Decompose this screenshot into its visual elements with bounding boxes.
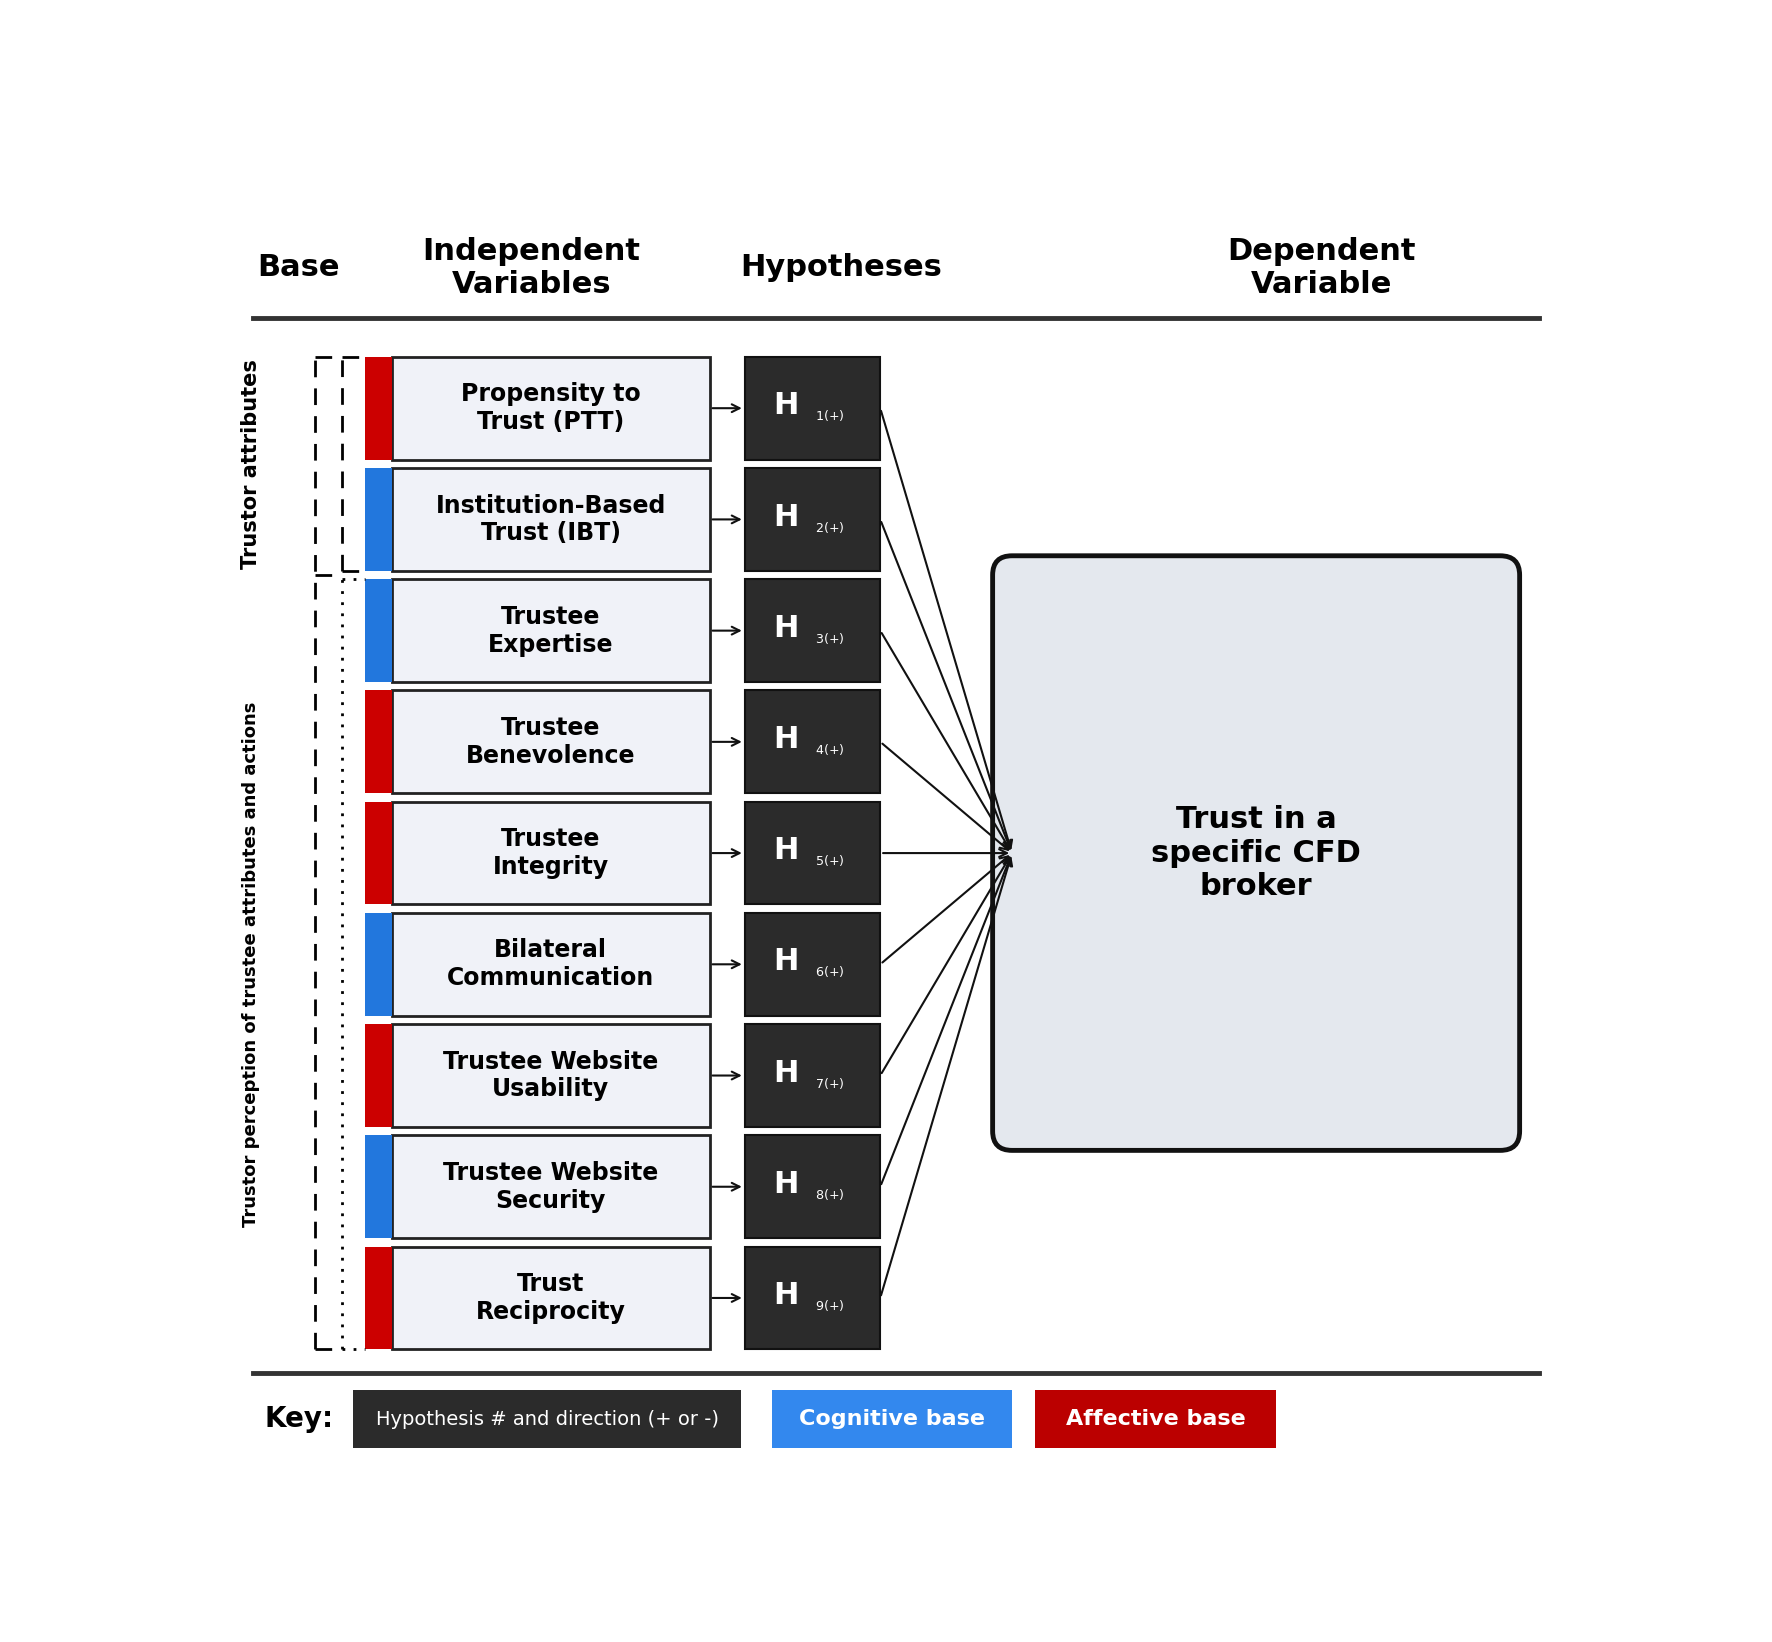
Bar bbox=[365, 356, 392, 460]
FancyBboxPatch shape bbox=[744, 801, 881, 905]
FancyBboxPatch shape bbox=[392, 691, 711, 793]
FancyBboxPatch shape bbox=[744, 580, 881, 681]
Text: Trustee
Expertise: Trustee Expertise bbox=[487, 604, 613, 657]
Text: Trust in a
specific CFD
broker: Trust in a specific CFD broker bbox=[1152, 805, 1361, 901]
Text: Trust
Reciprocity: Trust Reciprocity bbox=[477, 1273, 626, 1323]
FancyBboxPatch shape bbox=[744, 468, 881, 571]
Text: Trustee Website
Security: Trustee Website Security bbox=[443, 1161, 659, 1213]
Text: Hypothesis # and direction (+ or -): Hypothesis # and direction (+ or -) bbox=[376, 1409, 718, 1429]
Text: $_{6(+)}$: $_{6(+)}$ bbox=[815, 962, 843, 980]
Text: $\mathbf{H}$: $\mathbf{H}$ bbox=[773, 1171, 797, 1199]
Text: $\mathbf{H}$: $\mathbf{H}$ bbox=[773, 836, 797, 865]
FancyBboxPatch shape bbox=[392, 1025, 711, 1126]
Text: $\mathbf{H}$: $\mathbf{H}$ bbox=[773, 947, 797, 977]
Text: $\mathbf{H}$: $\mathbf{H}$ bbox=[773, 391, 797, 420]
Bar bbox=[365, 1246, 392, 1350]
Text: Trustor attributes: Trustor attributes bbox=[241, 360, 260, 568]
Text: Bilateral
Communication: Bilateral Communication bbox=[447, 938, 654, 990]
FancyBboxPatch shape bbox=[353, 1389, 741, 1448]
Text: $\mathbf{H}$: $\mathbf{H}$ bbox=[773, 502, 797, 532]
FancyBboxPatch shape bbox=[744, 1135, 881, 1238]
Text: Independent
Variables: Independent Variables bbox=[422, 236, 640, 299]
Text: Dependent
Variable: Dependent Variable bbox=[1228, 236, 1416, 299]
FancyBboxPatch shape bbox=[392, 468, 711, 571]
Text: Trustee
Benevolence: Trustee Benevolence bbox=[466, 716, 636, 768]
FancyBboxPatch shape bbox=[744, 691, 881, 793]
FancyBboxPatch shape bbox=[392, 580, 711, 681]
Text: $_{4(+)}$: $_{4(+)}$ bbox=[815, 739, 843, 757]
FancyBboxPatch shape bbox=[1035, 1389, 1276, 1448]
Text: Affective base: Affective base bbox=[1065, 1409, 1246, 1429]
Text: $_{3(+)}$: $_{3(+)}$ bbox=[815, 627, 843, 645]
Text: Trustor perception of trustee attributes and actions: Trustor perception of trustee attributes… bbox=[243, 701, 260, 1227]
Bar bbox=[365, 468, 392, 571]
Text: Institution-Based
Trust (IBT): Institution-Based Trust (IBT) bbox=[436, 494, 666, 545]
Text: $_{5(+)}$: $_{5(+)}$ bbox=[815, 851, 843, 869]
Text: Hypotheses: Hypotheses bbox=[741, 253, 943, 282]
Text: $_{8(+)}$: $_{8(+)}$ bbox=[815, 1184, 843, 1202]
Text: $\mathbf{H}$: $\mathbf{H}$ bbox=[773, 1281, 797, 1310]
FancyBboxPatch shape bbox=[392, 801, 711, 905]
FancyBboxPatch shape bbox=[744, 913, 881, 1016]
Bar bbox=[365, 580, 392, 681]
Text: $_{9(+)}$: $_{9(+)}$ bbox=[815, 1296, 843, 1314]
Text: $\mathbf{H}$: $\mathbf{H}$ bbox=[773, 614, 797, 642]
Text: Key:: Key: bbox=[264, 1406, 333, 1433]
Text: Base: Base bbox=[257, 253, 340, 282]
Bar bbox=[365, 1025, 392, 1126]
Bar bbox=[365, 913, 392, 1016]
Bar bbox=[365, 1135, 392, 1238]
FancyBboxPatch shape bbox=[392, 1135, 711, 1238]
Text: $_{2(+)}$: $_{2(+)}$ bbox=[815, 517, 843, 535]
Bar bbox=[365, 691, 392, 793]
FancyBboxPatch shape bbox=[392, 913, 711, 1016]
FancyBboxPatch shape bbox=[392, 1246, 711, 1350]
Text: $\mathbf{H}$: $\mathbf{H}$ bbox=[773, 1059, 797, 1087]
FancyBboxPatch shape bbox=[744, 356, 881, 460]
Text: Propensity to
Trust (PTT): Propensity to Trust (PTT) bbox=[461, 383, 641, 433]
FancyBboxPatch shape bbox=[773, 1389, 1012, 1448]
Text: $_{1(+)}$: $_{1(+)}$ bbox=[815, 406, 843, 424]
Bar bbox=[365, 801, 392, 905]
FancyBboxPatch shape bbox=[392, 356, 711, 460]
Text: Trustee Website
Usability: Trustee Website Usability bbox=[443, 1049, 659, 1102]
Text: Cognitive base: Cognitive base bbox=[799, 1409, 985, 1429]
Text: $_{7(+)}$: $_{7(+)}$ bbox=[815, 1072, 843, 1090]
Text: $\mathbf{H}$: $\mathbf{H}$ bbox=[773, 726, 797, 754]
FancyBboxPatch shape bbox=[744, 1025, 881, 1126]
FancyBboxPatch shape bbox=[992, 555, 1520, 1151]
FancyBboxPatch shape bbox=[744, 1246, 881, 1350]
Text: Trustee
Integrity: Trustee Integrity bbox=[493, 828, 610, 878]
